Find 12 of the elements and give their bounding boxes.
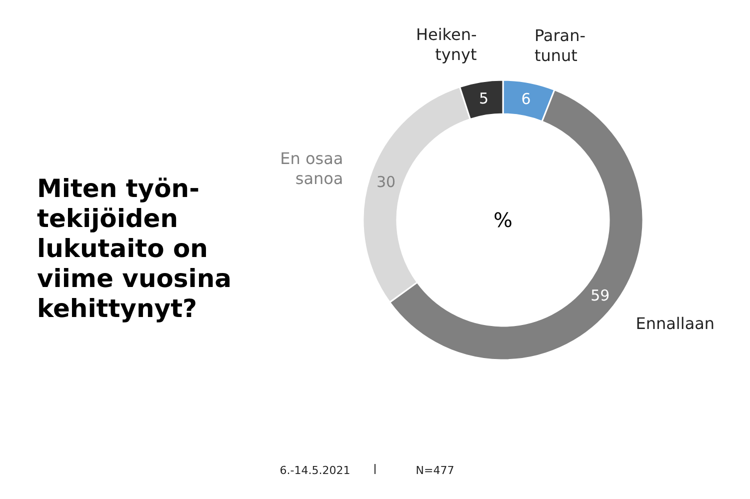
slice-label: En osaa sanoa [280, 148, 344, 188]
data-label: 30 [376, 172, 396, 191]
slice-label: Paran- tunut [534, 25, 586, 64]
text: Miten työn- tekijöiden lukutaito on viime vuosina kehittynyt? [37, 174, 232, 322]
data-label: 6 [521, 90, 531, 108]
slice-label: Ennallaan [636, 313, 715, 332]
data-label: 59 [590, 286, 610, 304]
data-label: 5 [478, 90, 489, 108]
slice-label: Heiken- tynyt [416, 24, 477, 64]
text: % [493, 208, 513, 232]
text: N=477 [416, 464, 454, 477]
text: 6.-14.5.2021 [280, 464, 350, 477]
